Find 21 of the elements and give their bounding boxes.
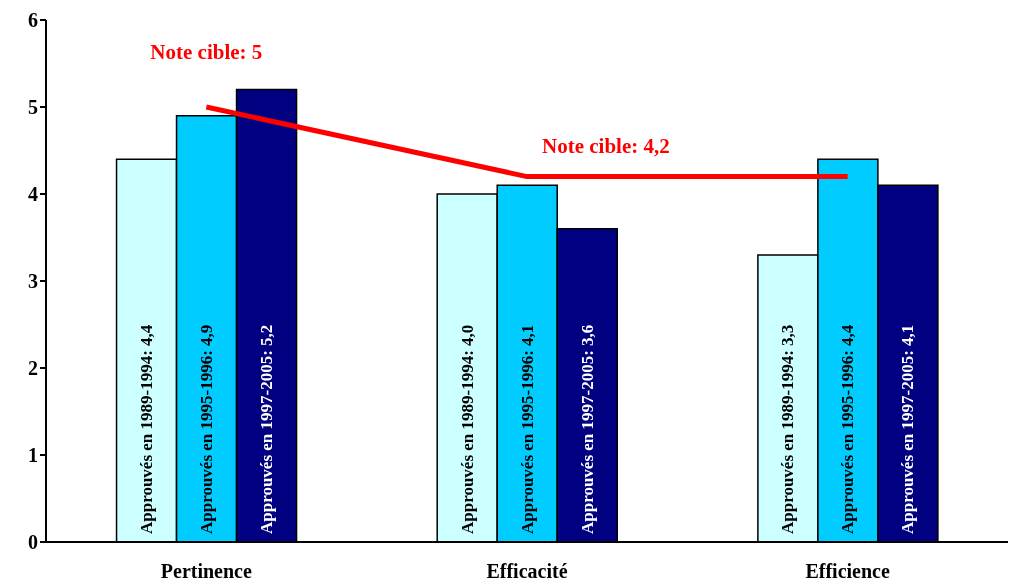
annotation: Note cible: 4,2 [542,133,670,158]
y-tick-label: 1 [28,444,38,467]
data-label: Approuvés en 1995-1996: 4,4 [838,324,858,534]
x-tick-label: Efficience [805,560,890,582]
y-tick-label: 6 [28,9,38,32]
y-tick-label: 0 [28,531,38,554]
data-label: Approuvés en 1995-1996: 4,9 [197,324,217,534]
annotation: Note cible: 5 [150,40,263,64]
y-tick-label: 5 [28,96,38,119]
x-tick-label: Efficacité [486,560,568,582]
y-tick-label: 4 [28,183,38,206]
y-tick-label: 3 [28,270,38,293]
data-label: Approuvés en 1989-1994: 4,4 [137,324,157,534]
data-label: Approuvés en 1997-2005: 5,2 [257,324,277,534]
data-label: Approuvés en 1989-1994: 4,0 [457,324,477,534]
data-label: Approuvés en 1997-2005: 3,6 [577,324,597,534]
y-tick-label: 2 [28,357,38,380]
data-label: Approuvés en 1997-2005: 4,1 [898,324,918,534]
data-label: Approuvés en 1995-1996: 4,1 [517,324,537,534]
x-tick-label: Pertinence [160,560,252,582]
data-label: Approuvés en 1989-1994: 3,3 [778,324,798,534]
